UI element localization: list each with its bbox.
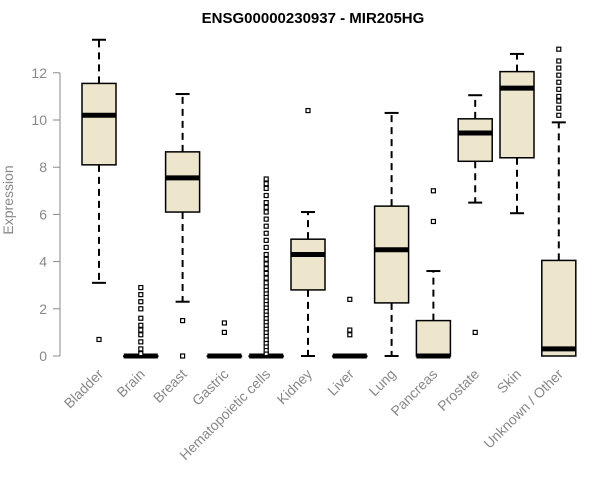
outlier-point [263, 176, 269, 182]
box-iqr [164, 151, 201, 213]
y-tick-label: 0 [39, 348, 47, 364]
outlier-point [138, 292, 144, 298]
box-iqr [457, 118, 493, 163]
outlier-point [263, 237, 269, 243]
outlier-point [263, 216, 269, 222]
outlier-point [263, 200, 269, 206]
box-iqr [373, 205, 410, 304]
outlier-point [96, 336, 102, 343]
y-axis-label: Expression [0, 165, 16, 234]
outlier-point [263, 251, 269, 258]
box-iqr [415, 319, 452, 357]
box-iqr [81, 82, 117, 166]
outlier-point [138, 284, 144, 291]
outlier-point [263, 204, 269, 210]
outlier-point [556, 79, 562, 85]
outlier-point [430, 218, 436, 225]
chart-title: ENSG00000230937 - MIR205HG [202, 10, 425, 27]
outlier-point [556, 98, 562, 104]
box-iqr [290, 238, 326, 291]
outlier-point [556, 86, 562, 92]
box-brain [123, 284, 159, 359]
outlier-point [263, 192, 269, 199]
outlier-point [347, 296, 353, 302]
x-tick-label: Unknown / Other [480, 366, 566, 452]
box-lung [373, 111, 410, 357]
box-iqr [499, 70, 535, 159]
box-gastric [206, 320, 243, 359]
x-tick-label: Breast [150, 366, 190, 406]
outlier-point [556, 46, 562, 52]
outlier-point [263, 209, 269, 215]
x-tick-label: Liver [324, 366, 357, 399]
outlier-point [556, 105, 562, 111]
box-prostate [457, 94, 493, 335]
outlier-point [180, 318, 186, 324]
y-tick-label: 6 [39, 206, 47, 222]
y-tick-label: 4 [39, 254, 47, 270]
outlier-point [472, 329, 478, 335]
y-tick-label: 10 [31, 112, 47, 128]
outlier-point [263, 185, 269, 192]
outlier-point [556, 72, 562, 78]
outlier-point [221, 320, 227, 326]
outlier-point [263, 230, 269, 236]
outlier-point [138, 322, 144, 328]
outlier-point [347, 327, 353, 333]
x-tick-label: Skin [494, 366, 525, 397]
outlier-point [556, 112, 562, 118]
outlier-point [305, 107, 311, 114]
outlier-point [263, 280, 269, 286]
x-tick-label: Prostate [434, 366, 482, 414]
outlier-point [138, 339, 144, 345]
x-tick-label: Brain [113, 366, 147, 400]
box-breast [164, 93, 201, 359]
box-pancreas [415, 188, 452, 359]
outlier-point [263, 223, 269, 229]
x-tick-label: Bladder [61, 366, 107, 412]
outlier-point [138, 306, 144, 312]
box-skin [499, 52, 535, 215]
y-axis: 0 2 4 6 8 10 12 [31, 65, 61, 364]
outlier-point [138, 299, 144, 305]
y-tick-label: 12 [31, 65, 47, 81]
outlier-point [138, 315, 144, 321]
outlier-point [430, 188, 436, 194]
boxes-layer [81, 38, 577, 359]
box-kidney [290, 107, 326, 357]
outlier-point [263, 181, 269, 187]
y-tick-label: 8 [39, 159, 47, 175]
outlier-point [138, 351, 144, 357]
y-tick-label: 2 [39, 301, 47, 317]
box-hematopoietic-cells [248, 176, 284, 359]
outlier-point [138, 332, 144, 338]
outlier-point [138, 327, 144, 333]
box-unknown-other [541, 46, 577, 357]
outlier-point [263, 275, 269, 281]
box-bladder [81, 38, 117, 343]
outlier-point [138, 346, 144, 352]
box-liver [332, 296, 368, 359]
x-tick-label: Kidney [274, 366, 316, 408]
outlier-point [180, 353, 186, 359]
outlier-point [263, 244, 269, 251]
outlier-point [347, 332, 353, 338]
box-iqr [541, 259, 577, 357]
outlier-point [263, 266, 269, 272]
outlier-point [263, 256, 269, 262]
outlier-point [556, 65, 562, 71]
outlier-point [556, 93, 562, 100]
outlier-point [263, 261, 269, 267]
outlier-point [556, 58, 562, 64]
outlier-point [263, 270, 269, 276]
x-tick-label: Lung [365, 366, 398, 399]
outlier-point [221, 329, 227, 335]
